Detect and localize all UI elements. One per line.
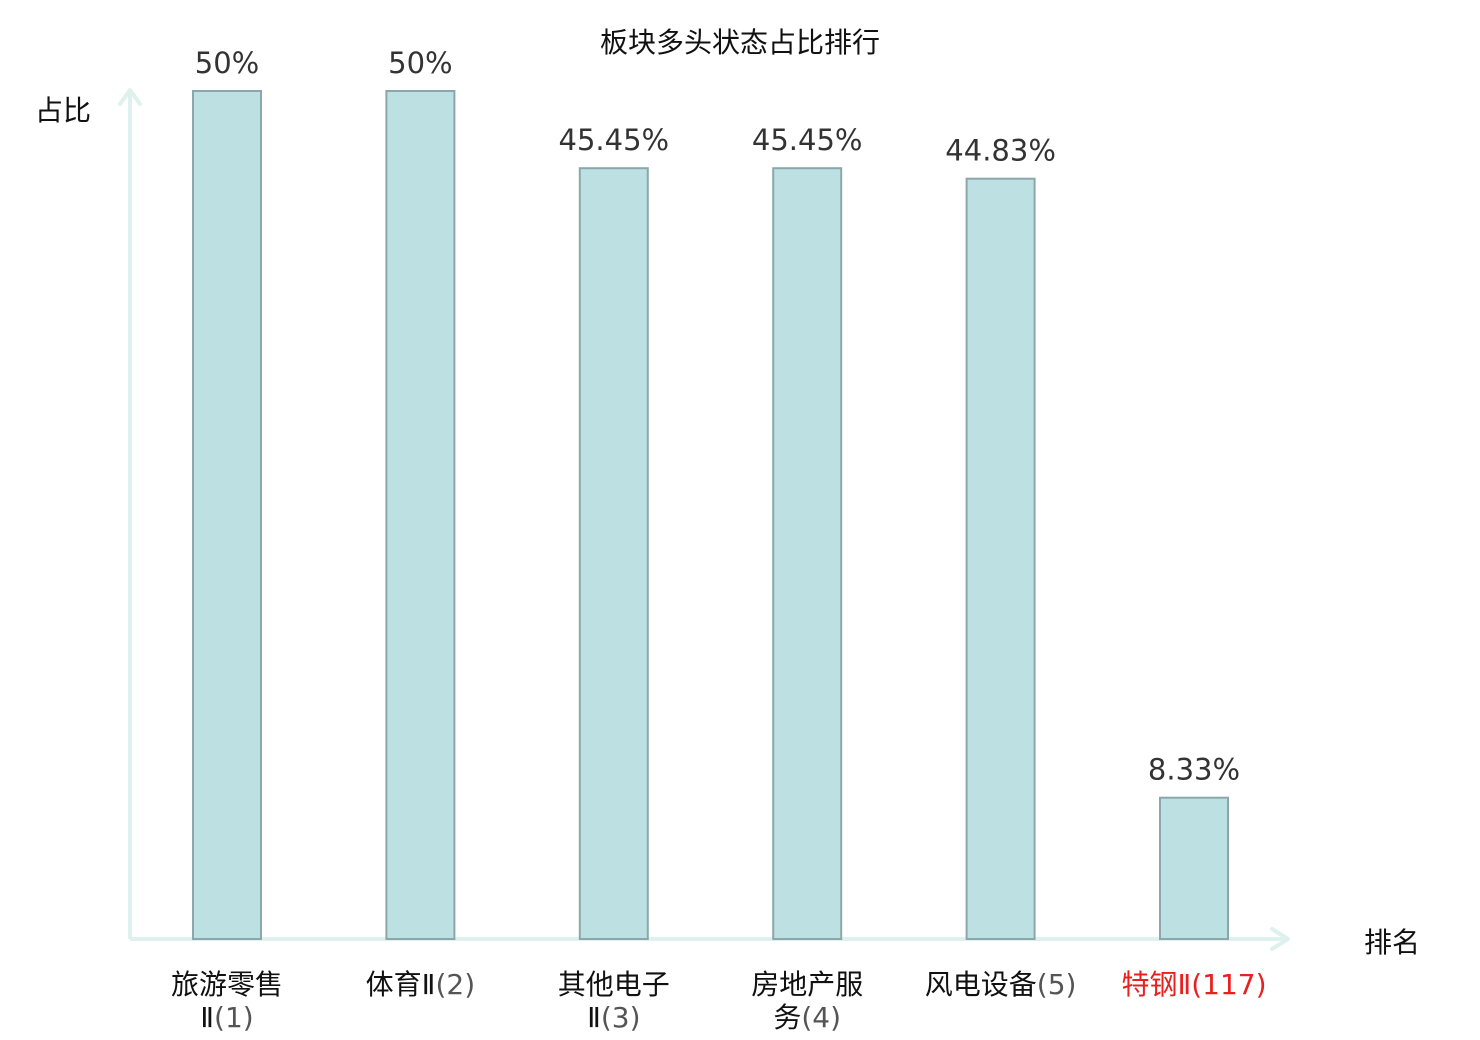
bar-4 <box>772 167 843 940</box>
category-label-6: 特钢Ⅱ(117) <box>1121 968 1266 1001</box>
y-axis <box>118 88 142 939</box>
value-label-3: 45.45% <box>559 123 670 157</box>
value-label-6: 8.33% <box>1148 753 1240 787</box>
y-axis-label: 占比 <box>35 94 91 127</box>
value-label-4: 45.45% <box>752 123 863 157</box>
bar-3 <box>578 167 649 940</box>
category-label-2: 体育Ⅱ(2) <box>366 968 475 1001</box>
category-label-5: 风电设备(5) <box>925 968 1077 1001</box>
x-axis <box>130 927 1290 951</box>
bar-1 <box>192 90 262 940</box>
value-label-5: 44.83% <box>945 134 1056 168</box>
chart-title: 板块多头状态占比排行 <box>600 26 880 59</box>
category-label-3: 其他电子 Ⅱ(3) <box>558 968 670 1034</box>
bar-5 <box>965 177 1036 940</box>
value-label-1: 50% <box>195 46 259 80</box>
category-labels-group: 旅游零售 Ⅱ(1) 体育Ⅱ(2) 其他电子 Ⅱ(3) 房地产服务(4) 风电设备(5) 特钢Ⅱ… <box>171 968 1267 1034</box>
x-axis-label: 排名 <box>1364 926 1420 959</box>
bars-group <box>192 90 1229 941</box>
bar-6 <box>1159 796 1229 941</box>
value-labels-group: 50% 50% 45.45% 45.45% 44.83% 8.33% <box>195 46 1240 787</box>
category-label-4: 房地产服务(4) <box>751 968 863 1034</box>
value-label-2: 50% <box>388 46 452 80</box>
category-label-1: 旅游零售 Ⅱ(1) <box>171 968 283 1034</box>
bar-2 <box>385 90 456 940</box>
